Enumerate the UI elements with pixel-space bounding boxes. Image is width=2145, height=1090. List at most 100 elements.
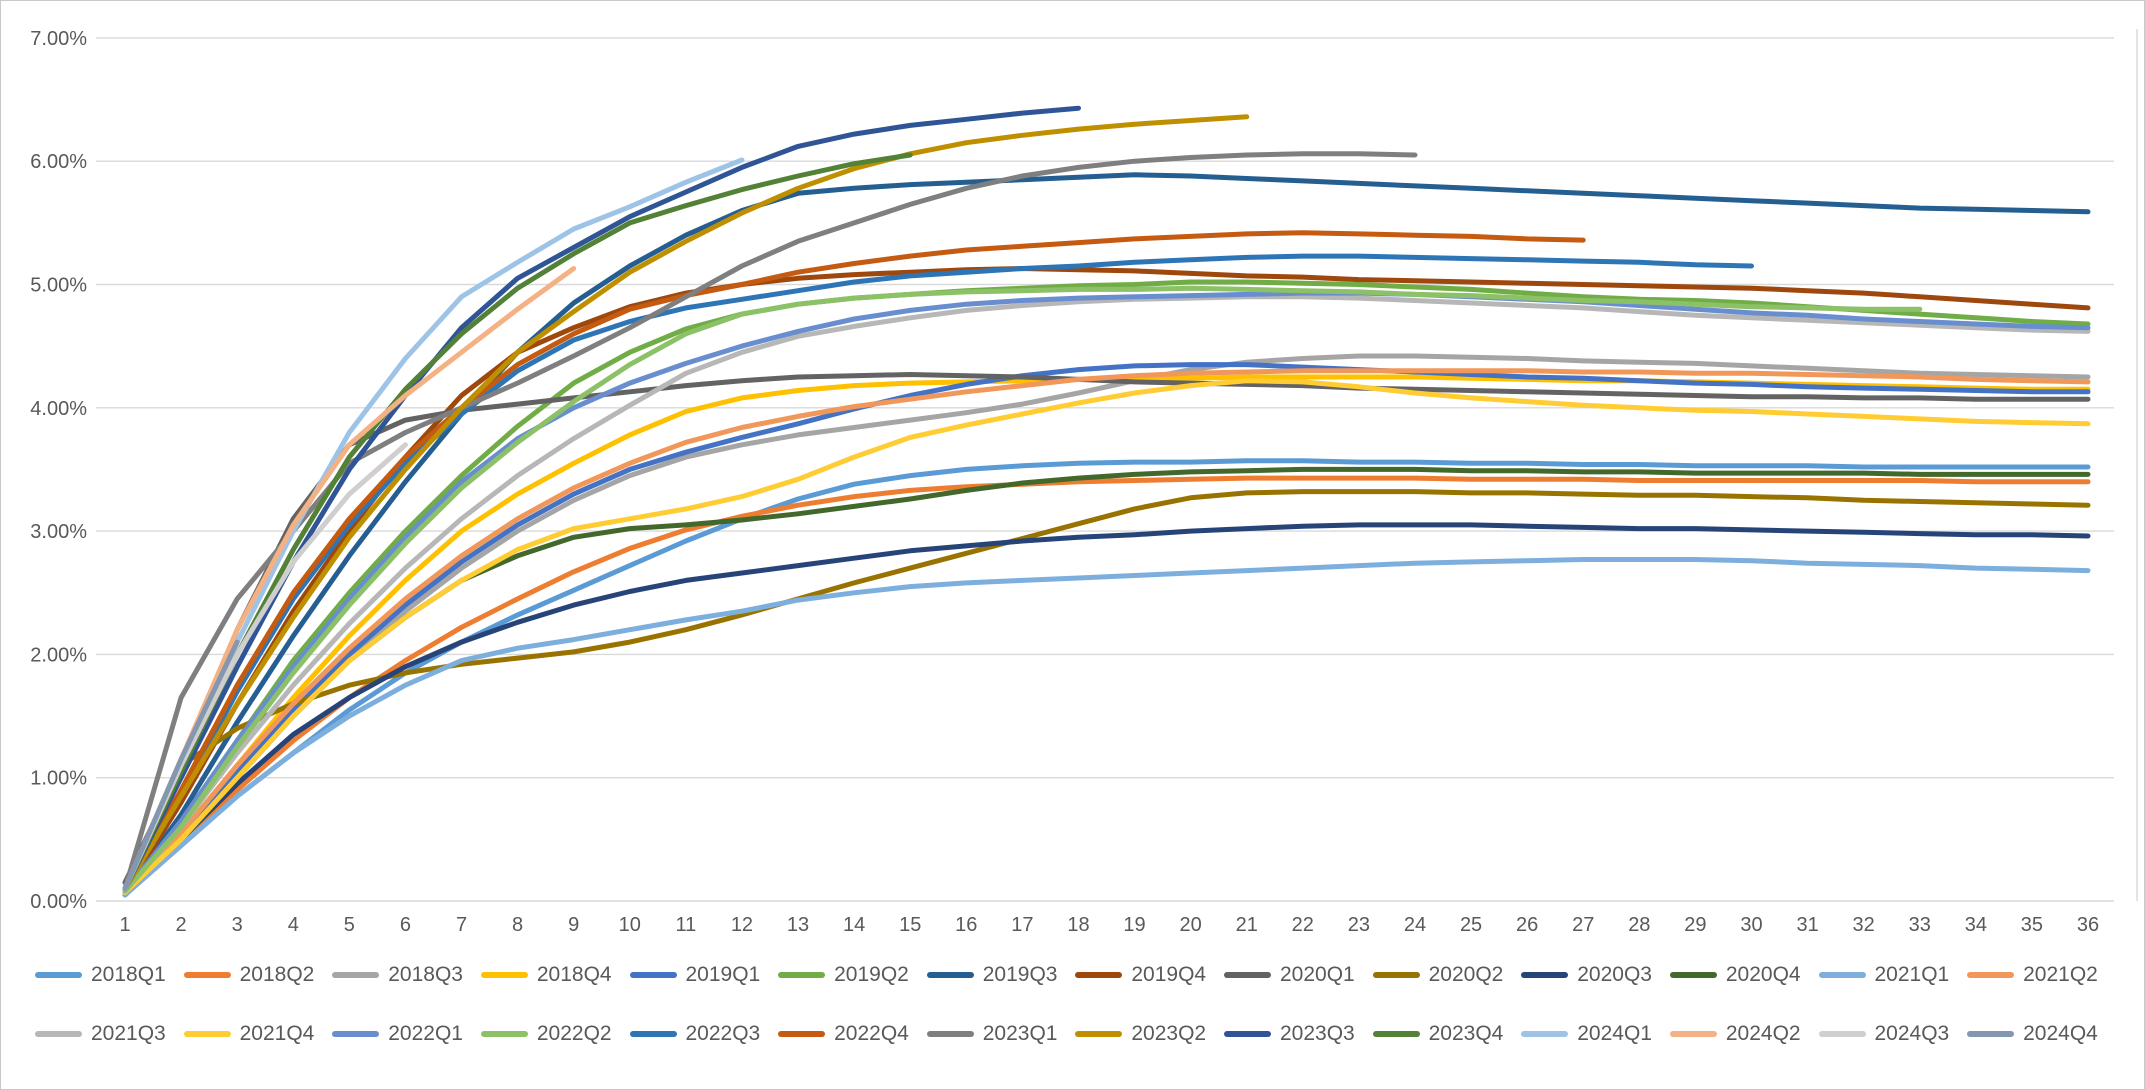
y-axis-tick-label: 3.00% [30, 521, 87, 543]
series-line-2022Q4[interactable] [122, 230, 1586, 892]
y-axis-tick-label: 0.00% [30, 891, 87, 913]
y-axis-tick-label: 2.00% [30, 644, 87, 666]
legend-line-swatch [1372, 971, 1420, 978]
x-axis-tick-label: 29 [1684, 914, 1706, 936]
legend-label: 2023Q3 [1280, 1021, 1355, 1045]
x-axis-tick-label: 16 [955, 914, 977, 936]
legend-label: 2018Q3 [388, 962, 463, 986]
legend-line-swatch [1521, 1030, 1569, 1037]
legend-item-2021Q4[interactable]: 2021Q4 [183, 1022, 314, 1046]
legend-item-2020Q1[interactable]: 2020Q1 [1224, 963, 1355, 987]
legend-line-swatch [1818, 1030, 1866, 1037]
legend-item-2022Q3[interactable]: 2022Q3 [629, 1021, 761, 1046]
series-line-2019Q1[interactable] [122, 362, 2091, 898]
legend-item-2024Q1[interactable]: 2024Q1 [1521, 1022, 1652, 1046]
legend-line-swatch [1967, 971, 2015, 978]
legend-label: 2020Q3 [1577, 962, 1652, 986]
legend-line-swatch [183, 971, 231, 978]
legend-item-2023Q3[interactable]: 2023Q3 [1224, 1022, 1355, 1046]
legend-label: 2024Q3 [1874, 1021, 1950, 1045]
legend-label: 2019Q2 [834, 962, 909, 986]
legend-item-2018Q2[interactable]: 2018Q2 [183, 962, 315, 987]
x-axis-tick-label: 5 [344, 914, 355, 936]
legend-item-2022Q1[interactable]: 2022Q1 [332, 1022, 463, 1046]
series-line-2022Q1[interactable] [122, 290, 2091, 894]
legend-item-2019Q4[interactable]: 2019Q4 [1075, 963, 1206, 987]
x-axis-tick-label: 2 [176, 914, 187, 936]
legend-item-2018Q4[interactable]: 2018Q4 [480, 963, 612, 987]
x-axis-tick-label: 17 [1011, 914, 1033, 936]
legend-line-swatch [629, 971, 677, 978]
x-axis-tick-label: 22 [1292, 914, 1314, 936]
legend-item-2022Q2[interactable]: 2022Q2 [480, 1021, 612, 1046]
legend-item-2019Q3[interactable]: 2019Q3 [926, 963, 1057, 987]
legend-item-2021Q1[interactable]: 2021Q1 [1818, 962, 1950, 987]
legend-line-swatch [1521, 971, 1569, 978]
legend-label: 2018Q2 [239, 962, 315, 986]
legend-item-2023Q4[interactable]: 2023Q4 [1372, 1021, 1504, 1046]
x-axis-tick-label: 26 [1516, 914, 1538, 936]
legend-item-2020Q2[interactable]: 2020Q2 [1372, 963, 1503, 987]
series-line-2019Q4[interactable] [122, 266, 2091, 895]
x-axis-tick-label: 31 [1796, 914, 1818, 936]
series-line-2021Q2[interactable] [122, 368, 2091, 895]
x-axis-tick-label: 20 [1180, 914, 1202, 936]
legend-item-2018Q3[interactable]: 2018Q3 [332, 963, 463, 987]
series-line-2021Q1[interactable] [122, 557, 2091, 898]
legend-line-swatch [35, 971, 82, 978]
legend-label: 2022Q1 [388, 1021, 463, 1045]
legend-line-swatch [183, 1030, 231, 1037]
x-axis-tick-label: 33 [1909, 914, 1931, 936]
x-axis-tick-label: 32 [1853, 914, 1875, 936]
legend-label: 2022Q3 [685, 1021, 761, 1045]
legend-item-2021Q3[interactable]: 2021Q3 [35, 1022, 166, 1046]
legend-label: 2023Q1 [982, 1021, 1058, 1045]
legend-label: 2019Q1 [685, 962, 761, 986]
legend-item-2021Q2[interactable]: 2021Q2 [1967, 963, 2098, 987]
legend-label: 2021Q1 [1874, 962, 1950, 986]
legend-line-swatch [926, 971, 974, 978]
series-line-2018Q3[interactable] [122, 353, 2091, 898]
legend-label: 2023Q2 [1131, 1021, 1207, 1045]
series-line-2020Q3[interactable] [122, 522, 2091, 898]
x-axis-tick-label: 12 [731, 914, 753, 936]
series-line-2019Q2[interactable] [122, 279, 2091, 895]
series-line-2021Q4[interactable] [122, 378, 2091, 895]
legend-line-swatch [1224, 1030, 1271, 1037]
legend-label: 2022Q2 [536, 1021, 612, 1045]
x-axis-tick-label: 9 [568, 914, 579, 936]
legend-item-2024Q3[interactable]: 2024Q3 [1818, 1021, 1950, 1046]
legend-label: 2019Q4 [1131, 962, 1207, 986]
legend-line-swatch [1224, 971, 1271, 978]
x-axis-tick-label: 6 [400, 914, 411, 936]
series-line-2024Q4[interactable] [122, 639, 240, 892]
legend-item-2019Q2[interactable]: 2019Q2 [778, 963, 909, 987]
series-line-2020Q2[interactable] [122, 489, 2091, 892]
legend-item-2023Q2[interactable]: 2023Q2 [1075, 1022, 1206, 1046]
legend-label: 2023Q4 [1428, 1021, 1504, 1045]
y-axis-tick-label: 5.00% [30, 275, 87, 297]
legend-item-2023Q1[interactable]: 2023Q1 [926, 1021, 1058, 1046]
legend-item-2019Q1[interactable]: 2019Q1 [629, 962, 761, 987]
legend-item-2018Q1[interactable]: 2018Q1 [35, 963, 166, 987]
series-line-2022Q3[interactable] [122, 253, 1754, 892]
legend-line-swatch [332, 971, 380, 978]
x-axis-tick-label: 21 [1236, 914, 1258, 936]
legend-line-swatch [35, 1030, 82, 1037]
x-axis-tick-label: 36 [2077, 914, 2099, 936]
x-axis-tick-label: 14 [843, 914, 865, 936]
series-line-2022Q2[interactable] [122, 285, 1923, 894]
legend-item-2020Q3[interactable]: 2020Q3 [1521, 963, 1652, 987]
series-line-2023Q2[interactable] [122, 114, 1250, 892]
legend-item-2024Q2[interactable]: 2024Q2 [1669, 1021, 1801, 1046]
x-axis-tick-label: 4 [288, 914, 299, 936]
series-line-2018Q2[interactable] [122, 475, 2091, 898]
legend-label: 2020Q1 [1280, 962, 1355, 986]
legend-item-2020Q4[interactable]: 2020Q4 [1669, 963, 1801, 987]
legend-label: 2024Q2 [1725, 1021, 1801, 1045]
legend-item-2022Q4[interactable]: 2022Q4 [778, 1022, 909, 1046]
x-axis-tick-label: 11 [675, 914, 696, 936]
series-line-2021Q3[interactable] [122, 294, 2091, 895]
legend-item-2024Q4[interactable]: 2024Q4 [1967, 1022, 2098, 1046]
x-axis-tick-label: 10 [619, 914, 641, 936]
